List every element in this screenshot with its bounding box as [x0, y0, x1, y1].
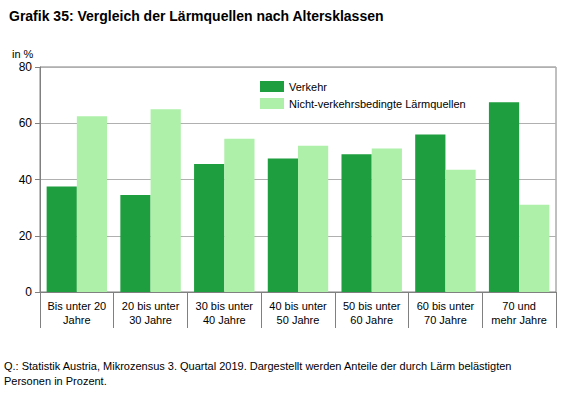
svg-text:50 bis unter: 50 bis unter: [343, 300, 401, 312]
svg-text:Verkehr: Verkehr: [289, 81, 327, 93]
svg-text:60 bis unter: 60 bis unter: [417, 300, 475, 312]
svg-text:60 Jahre: 60 Jahre: [350, 314, 393, 326]
svg-text:0: 0: [25, 285, 32, 299]
svg-text:mehr Jahre: mehr Jahre: [491, 314, 547, 326]
svg-text:Q.: Statistik Austria, Mikroze: Q.: Statistik Austria, Mikrozensus 3. Qu…: [4, 360, 515, 372]
svg-text:in %: in %: [12, 48, 34, 60]
svg-text:30 bis unter: 30 bis unter: [196, 300, 254, 312]
svg-text:40 bis unter: 40 bis unter: [269, 300, 327, 312]
svg-text:Personen in Prozent.: Personen in Prozent.: [4, 375, 107, 387]
svg-text:80: 80: [19, 60, 33, 74]
svg-text:50 Jahre: 50 Jahre: [277, 314, 320, 326]
svg-text:40 Jahre: 40 Jahre: [203, 314, 246, 326]
svg-text:70 und: 70 und: [502, 300, 536, 312]
svg-text:20 bis unter: 20 bis unter: [122, 300, 180, 312]
svg-text:30 Jahre: 30 Jahre: [129, 314, 172, 326]
svg-text:20: 20: [19, 229, 33, 243]
svg-text:Bis unter 20: Bis unter 20: [48, 300, 107, 312]
svg-text:Jahre: Jahre: [63, 314, 91, 326]
svg-text:Grafik 35: Vergleich der Lärmq: Grafik 35: Vergleich der Lärmquellen nac…: [9, 8, 384, 24]
svg-text:Nicht-verkehrsbedingte Lärmque: Nicht-verkehrsbedingte Lärmquellen: [289, 98, 466, 110]
svg-text:60: 60: [19, 116, 33, 130]
svg-text:70 Jahre: 70 Jahre: [424, 314, 467, 326]
svg-text:40: 40: [19, 173, 33, 187]
